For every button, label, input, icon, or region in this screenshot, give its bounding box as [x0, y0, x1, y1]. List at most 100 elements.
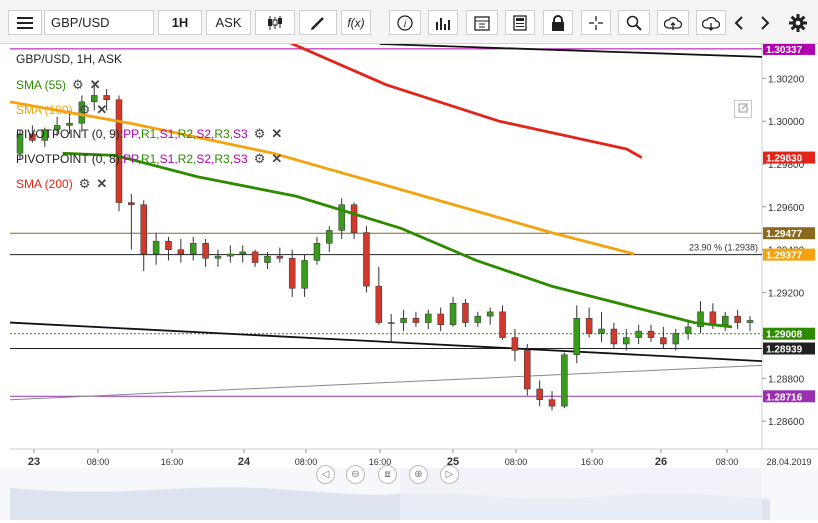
y-tick-label: 1.30200	[768, 74, 805, 85]
chevron-left-icon[interactable]	[727, 10, 751, 35]
chart-title-text: GBP/USD, 1H, ASK	[16, 52, 123, 66]
indicator-param: PP,	[123, 152, 141, 166]
gear-icon[interactable]	[785, 10, 811, 35]
candle	[350, 202, 358, 239]
candle	[288, 249, 296, 297]
fit-icon[interactable]: ⧈	[378, 465, 397, 484]
x-tick-label: 28.04.2019	[766, 457, 811, 467]
step-back-icon[interactable]: ◁	[316, 465, 335, 484]
crosshair-icon[interactable]	[581, 10, 611, 35]
expand-icon[interactable]	[734, 100, 752, 118]
cloud-upload-icon[interactable]	[657, 10, 689, 35]
sma-55-line	[62, 151, 733, 329]
candle-body	[338, 204, 345, 231]
candle-body	[462, 303, 469, 323]
step-forward-icon[interactable]: ▷	[440, 465, 459, 484]
chart-area[interactable]: 23.90 % (1.2938) 1.30200 1.30000 1.29800 1.…	[0, 12, 818, 520]
candle-body	[734, 315, 741, 323]
candle	[400, 309, 407, 332]
chevron-right-icon[interactable]	[753, 10, 777, 35]
candle	[177, 239, 185, 263]
indicator-param: PP,	[123, 127, 141, 141]
fx-icon[interactable]: f(x)	[341, 10, 371, 35]
zoom-icon[interactable]	[618, 10, 650, 35]
close-icon[interactable]: ✕	[271, 151, 283, 166]
price-badge-text: 1.29008	[766, 330, 803, 341]
trendline-gray	[9, 364, 763, 401]
gear-icon[interactable]: ⚙	[72, 77, 84, 92]
zoom-out-icon[interactable]: ⊖	[346, 465, 365, 484]
trendline-lower	[9, 321, 763, 363]
close-icon[interactable]: ✕	[89, 77, 101, 92]
candle	[128, 194, 135, 250]
price-badge-text: 1.30337	[766, 45, 803, 56]
candle-body	[387, 322, 395, 324]
info-icon[interactable]: i	[389, 10, 421, 35]
x-tick-label: 08:00	[295, 457, 318, 467]
price-badge-bg	[763, 42, 815, 55]
candle-body	[548, 399, 556, 407]
candle-body	[301, 260, 308, 289]
price-chart[interactable]: 23.90 % (1.2938) 1.302001.300001.298001.…	[0, 12, 818, 520]
indicator-label: SMA (200)	[16, 177, 73, 191]
candle-body	[647, 330, 655, 338]
x-tick-label: 16:00	[161, 457, 184, 467]
indicator-label: SMA (55)	[16, 78, 67, 92]
candle-body	[251, 251, 259, 263]
candle-body	[660, 337, 667, 345]
bar-volume-icon[interactable]	[428, 10, 458, 35]
candle	[672, 329, 680, 351]
candle-body	[536, 388, 543, 400]
close-icon[interactable]: ✕	[271, 126, 283, 141]
indicator-param: R1,	[140, 127, 160, 141]
price-badge: 1.29830	[763, 151, 815, 165]
indicator-param: S3	[233, 152, 248, 166]
candle-body	[128, 202, 135, 205]
indicator-legend-item[interactable]: PIVOTPOINT (0, 9) : PP, R1, S1, R2, S2, …	[16, 126, 282, 142]
gear-icon[interactable]: ⚙	[78, 176, 91, 191]
candle	[462, 299, 469, 327]
hamburger-menu-icon[interactable]	[8, 10, 42, 35]
indicator-legend-item[interactable]: PIVOTPOINT (0, 8) : PP, R1, S1, R2, S2, …	[16, 151, 282, 167]
candle-body	[90, 95, 98, 103]
close-icon[interactable]: ✕	[96, 102, 108, 117]
x-tick-label: 08:00	[87, 457, 110, 467]
candle-body	[78, 101, 86, 124]
indicator-legend-item[interactable]: SMA (100) ⚙ ✕	[16, 102, 107, 118]
indicator-legend-item[interactable]: SMA (55) ⚙ ✕	[16, 77, 101, 93]
gear-icon[interactable]: ⚙	[253, 126, 266, 141]
price-badge: 1.28939	[763, 342, 815, 356]
cloud-download-icon[interactable]	[696, 10, 726, 35]
timeframe-selector[interactable]: 1H	[158, 10, 202, 35]
gear-icon[interactable]: ⚙	[78, 102, 91, 117]
candle	[697, 301, 704, 334]
lock-icon[interactable]	[543, 10, 573, 35]
candle	[152, 232, 160, 265]
candles-icon[interactable]	[255, 10, 295, 35]
candle-body	[363, 232, 370, 287]
indicator-param: R3,	[214, 127, 234, 141]
close-icon[interactable]: ✕	[96, 176, 108, 191]
gear-icon[interactable]: ⚙	[253, 151, 266, 166]
zoom-in-icon[interactable]: ⊕	[409, 465, 428, 484]
candle-body	[140, 204, 147, 255]
candle	[338, 198, 345, 239]
candle-body	[103, 95, 110, 100]
calculator-icon[interactable]	[505, 10, 535, 35]
candle-body	[115, 99, 123, 203]
candle	[511, 329, 519, 362]
x-tick-label: 16:00	[581, 457, 604, 467]
indicator-legend-item[interactable]: SMA (200) ⚙ ✕	[16, 176, 107, 192]
symbol-selector[interactable]: GBP/USD	[44, 10, 154, 35]
candle	[53, 116, 61, 137]
calendar-icon[interactable]	[466, 10, 498, 35]
indicator-label: PIVOTPOINT (0, 8)	[16, 152, 120, 166]
candle-body	[511, 337, 519, 351]
candle	[561, 352, 568, 409]
draw-pen-icon[interactable]	[299, 10, 337, 35]
price-type-selector[interactable]: ASK	[206, 10, 251, 35]
candle-body	[561, 354, 568, 407]
candle	[585, 307, 593, 338]
candle-body	[697, 311, 704, 328]
indicator-param: R2,	[177, 152, 197, 166]
